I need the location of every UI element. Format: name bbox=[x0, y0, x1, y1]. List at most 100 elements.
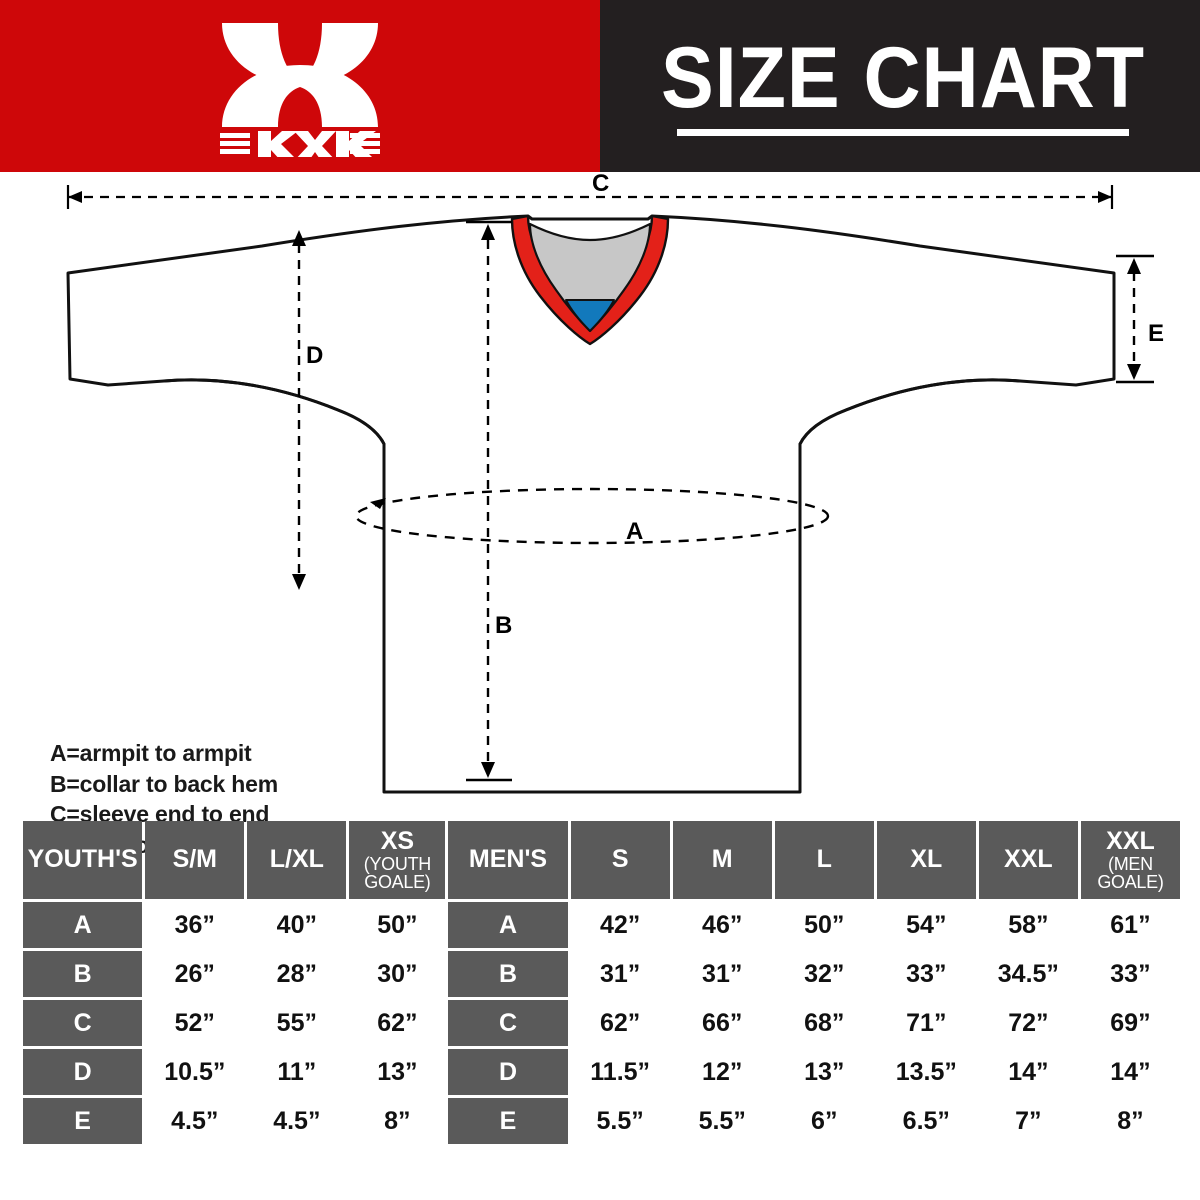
dimension-b bbox=[466, 220, 512, 782]
cell-men-C-1: 66” bbox=[672, 1000, 772, 1046]
kxk-logo-icon bbox=[216, 15, 384, 162]
dimension-label-b: B bbox=[495, 612, 513, 639]
column-header-label: XS bbox=[380, 827, 415, 856]
column-header-5: S bbox=[570, 821, 670, 899]
row-key-men-B: B bbox=[448, 951, 568, 997]
cell-men-A-4: 58” bbox=[978, 902, 1078, 948]
table-row: E 4.5” 4.5” 8” E 5.5” 5.5” 6” 6.5” 7” 8” bbox=[23, 1098, 1180, 1144]
dimension-label-e: E bbox=[1148, 320, 1165, 347]
legend-item-a: A=armpit to armpit bbox=[50, 740, 252, 766]
column-header-9: XXL bbox=[978, 821, 1078, 899]
column-header-label: S/M bbox=[172, 845, 218, 874]
column-header-label: MEN'S bbox=[468, 845, 548, 874]
cell-men-B-2: 32” bbox=[774, 951, 874, 997]
table-row: B 26” 28” 30” B 31” 31” 32” 33” 34.5” 33” bbox=[23, 951, 1180, 997]
cell-men-E-1: 5.5” bbox=[672, 1098, 772, 1144]
jersey-collar bbox=[510, 214, 670, 346]
dimension-c bbox=[66, 185, 1114, 209]
cell-men-C-5: 69” bbox=[1080, 1000, 1180, 1046]
cell-men-C-0: 62” bbox=[570, 1000, 670, 1046]
jersey-outline bbox=[66, 214, 1116, 794]
row-key-men-E: E bbox=[448, 1098, 568, 1144]
cell-men-B-0: 31” bbox=[570, 951, 670, 997]
row-key-youth-D: D bbox=[23, 1049, 143, 1095]
row-key-youth-A: A bbox=[23, 902, 143, 948]
cell-youth-C-1: 55” bbox=[247, 1000, 347, 1046]
column-header-3: XS (YOUTH GOALE) bbox=[349, 821, 446, 899]
cell-youth-C-0: 52” bbox=[145, 1000, 245, 1046]
cell-men-D-1: 12” bbox=[672, 1049, 772, 1095]
cell-men-E-3: 6.5” bbox=[876, 1098, 976, 1144]
dimension-label-c: C bbox=[592, 170, 610, 197]
cell-youth-E-0: 4.5” bbox=[145, 1098, 245, 1144]
size-table-container: YOUTH'S S/M L/XL XS (YOUTH GOALE) MEN'S S M L XL XX… bbox=[20, 818, 1183, 1147]
cell-youth-D-2: 13” bbox=[349, 1049, 446, 1095]
column-header-7: L bbox=[774, 821, 874, 899]
jersey-technical-drawing bbox=[66, 185, 1154, 794]
cell-youth-B-1: 28” bbox=[247, 951, 347, 997]
column-header-label: L bbox=[816, 845, 832, 874]
column-header-label: L/XL bbox=[269, 845, 324, 874]
cell-men-C-3: 71” bbox=[876, 1000, 976, 1046]
dimension-label-a: A bbox=[626, 518, 644, 545]
cell-men-D-5: 14” bbox=[1080, 1049, 1180, 1095]
column-header-2: L/XL bbox=[247, 821, 347, 899]
column-header-10: XXL (MEN GOALE) bbox=[1080, 821, 1180, 899]
table-row: D 10.5” 11” 13” D 11.5” 12” 13” 13.5” 14” 14” bbox=[23, 1049, 1180, 1095]
cell-youth-A-2: 50” bbox=[349, 902, 446, 948]
row-key-youth-C: C bbox=[23, 1000, 143, 1046]
cell-men-E-0: 5.5” bbox=[570, 1098, 670, 1144]
cell-youth-E-1: 4.5” bbox=[247, 1098, 347, 1144]
column-header-6: M bbox=[672, 821, 772, 899]
row-key-men-C: C bbox=[448, 1000, 568, 1046]
cell-men-D-2: 13” bbox=[774, 1049, 874, 1095]
cell-youth-A-0: 36” bbox=[145, 902, 245, 948]
row-key-youth-B: B bbox=[23, 951, 143, 997]
legend-item-b: B=collar to back hem bbox=[50, 770, 278, 797]
cell-men-D-4: 14” bbox=[978, 1049, 1078, 1095]
table-header-row: YOUTH'S S/M L/XL XS (YOUTH GOALE) MEN'S S M L XL XX… bbox=[23, 821, 1180, 899]
column-header-label: S bbox=[611, 845, 629, 874]
column-header-label: YOUTH'S bbox=[27, 845, 138, 874]
cell-men-A-2: 50” bbox=[774, 902, 874, 948]
cell-youth-C-2: 62” bbox=[349, 1000, 446, 1046]
cell-men-A-3: 54” bbox=[876, 902, 976, 948]
cell-men-C-4: 72” bbox=[978, 1000, 1078, 1046]
row-key-men-D: D bbox=[448, 1049, 568, 1095]
jersey-diagram: C D B A E A=armpit to armpit B=collar to… bbox=[0, 170, 1200, 888]
column-header-sublabel: (MEN GOALE) bbox=[1097, 853, 1164, 892]
cell-men-B-3: 33” bbox=[876, 951, 976, 997]
size-table: YOUTH'S S/M L/XL XS (YOUTH GOALE) MEN'S S M L XL XX… bbox=[20, 818, 1183, 1147]
dimension-d bbox=[292, 230, 306, 590]
row-key-youth-E: E bbox=[23, 1098, 143, 1144]
page-header: SIZE CHART bbox=[0, 0, 1200, 172]
dimension-e bbox=[1116, 254, 1154, 384]
column-header-label: XXL bbox=[1004, 845, 1053, 874]
row-key-men-A: A bbox=[448, 902, 568, 948]
column-header-label: XXL bbox=[1106, 827, 1155, 856]
column-header-8: XL bbox=[876, 821, 976, 899]
dimension-label-d: D bbox=[306, 342, 324, 369]
cell-youth-B-2: 30” bbox=[349, 951, 446, 997]
table-row: A 36” 40” 50” A 42” 46” 50” 54” 58” 61” bbox=[23, 902, 1180, 948]
cell-men-B-5: 33” bbox=[1080, 951, 1180, 997]
column-header-label: M bbox=[711, 845, 733, 874]
cell-youth-D-0: 10.5” bbox=[145, 1049, 245, 1095]
column-header-sublabel: (YOUTH GOALE) bbox=[363, 853, 432, 892]
title-panel: SIZE CHART bbox=[600, 0, 1200, 172]
column-header-1: S/M bbox=[145, 821, 245, 899]
dimension-a bbox=[354, 487, 830, 545]
brand-panel bbox=[0, 0, 600, 172]
cell-men-C-2: 68” bbox=[774, 1000, 874, 1046]
page-title: SIZE CHART bbox=[661, 29, 1145, 126]
cell-men-D-3: 13.5” bbox=[876, 1049, 976, 1095]
column-header-label: XL bbox=[910, 845, 943, 874]
column-header-0: YOUTH'S bbox=[23, 821, 143, 899]
column-header-4: MEN'S bbox=[448, 821, 568, 899]
table-row: C 52” 55” 62” C 62” 66” 68” 71” 72” 69” bbox=[23, 1000, 1180, 1046]
cell-men-A-5: 61” bbox=[1080, 902, 1180, 948]
cell-men-E-2: 6” bbox=[774, 1098, 874, 1144]
title-underline bbox=[677, 129, 1129, 137]
cell-men-A-1: 46” bbox=[672, 902, 772, 948]
cell-youth-A-1: 40” bbox=[247, 902, 347, 948]
